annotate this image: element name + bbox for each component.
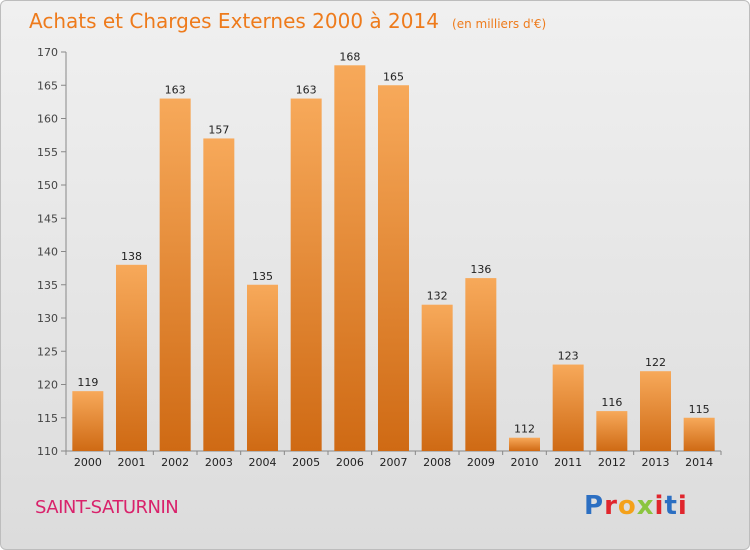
chart-title: Achats et Charges Externes 2000 à 2014: [29, 9, 439, 33]
x-tick-label: 2012: [598, 456, 626, 469]
proxiti-logo: Proxiti: [584, 491, 688, 521]
data-label-2004: 135: [252, 270, 273, 283]
x-tick-label: 2006: [336, 456, 364, 469]
x-tick-label: 2003: [205, 456, 233, 469]
bar-2012: [596, 411, 628, 451]
data-label-2002: 163: [165, 84, 186, 97]
bar-2009: [465, 278, 497, 451]
data-label-2007: 165: [383, 70, 404, 83]
data-label-2001: 138: [121, 250, 142, 263]
x-tick-label: 2008: [423, 456, 451, 469]
chart-unit: (en milliers d'€): [452, 17, 547, 31]
y-tick-label: 165: [37, 79, 58, 92]
bar-2004: [247, 284, 278, 451]
data-label-2003: 157: [208, 123, 229, 136]
y-tick-label: 140: [37, 246, 58, 259]
data-label-2014: 115: [689, 403, 710, 416]
commune-name: SAINT-SATURNIN: [35, 497, 179, 518]
bar-2003: [203, 138, 235, 451]
data-label-2010: 112: [514, 423, 535, 436]
chart-header: Achats et Charges Externes 2000 à 2014 (…: [29, 9, 546, 33]
y-tick-label: 130: [37, 312, 58, 325]
data-label-2012: 116: [601, 396, 622, 409]
data-label-2011: 123: [558, 350, 579, 363]
data-label-2005: 163: [296, 84, 317, 97]
y-tick-label: 135: [37, 279, 58, 292]
chart-axes: 110 115 120 125 130 135 140 145 150 155 160 165 170 2…: [37, 46, 722, 469]
chart-data-labels: 119 138 163 157 135 163 168 165 132 136 112 123 116 1…: [77, 50, 709, 435]
y-tick-label: 145: [37, 212, 58, 225]
x-tick-label: 2013: [642, 456, 670, 469]
bar-2001: [116, 264, 147, 451]
y-tick-label: 160: [37, 113, 58, 126]
chart-bars: [72, 65, 715, 452]
y-tick-label: 155: [37, 146, 58, 159]
y-tick-label: 110: [37, 445, 58, 458]
x-tick-label: 2005: [292, 456, 320, 469]
data-label-2000: 119: [77, 376, 98, 389]
bar-2002: [159, 98, 191, 452]
bar-2008: [421, 304, 453, 451]
bar-2006: [334, 65, 366, 452]
data-label-2006: 168: [339, 50, 360, 63]
y-tick-label: 115: [37, 412, 58, 425]
x-tick-label: 2004: [249, 456, 277, 469]
y-tick-label: 150: [37, 179, 58, 192]
x-tick-label: 2009: [467, 456, 495, 469]
x-tick-label: 2014: [685, 456, 713, 469]
bar-2010: [509, 437, 540, 451]
x-tick-label: 2007: [380, 456, 408, 469]
data-label-2013: 122: [645, 356, 666, 369]
y-tick-label: 125: [37, 345, 58, 358]
x-tick-label: 2000: [74, 456, 102, 469]
bar-2007: [378, 85, 409, 451]
x-tick-label: 2001: [118, 456, 146, 469]
data-label-2008: 132: [427, 290, 448, 303]
bar-2011: [552, 364, 584, 451]
y-tick-label: 120: [37, 379, 58, 392]
data-label-2009: 136: [470, 263, 491, 276]
x-tick-label: 2011: [554, 456, 582, 469]
bar-2013: [640, 371, 671, 451]
bar-2000: [72, 391, 104, 451]
bar-2005: [290, 98, 322, 452]
bar-2014: [683, 417, 715, 451]
x-tick-label: 2010: [511, 456, 539, 469]
y-tick-label: 170: [37, 46, 58, 59]
x-tick-label: 2002: [161, 456, 189, 469]
